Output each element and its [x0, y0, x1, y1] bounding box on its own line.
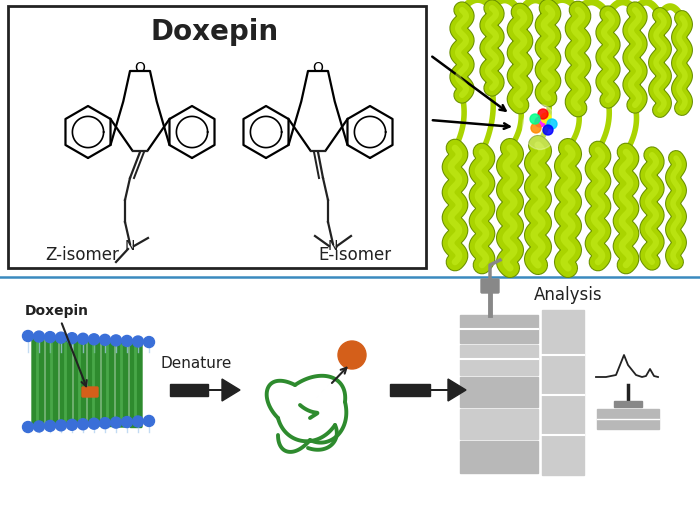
FancyBboxPatch shape [130, 340, 142, 428]
Text: E-isomer: E-isomer [318, 246, 391, 264]
Circle shape [78, 333, 88, 344]
Bar [460, 409, 538, 439]
Circle shape [144, 336, 155, 348]
Circle shape [144, 415, 155, 426]
Circle shape [530, 114, 540, 124]
Circle shape [538, 109, 548, 119]
Circle shape [66, 419, 78, 430]
Text: Doxepin: Doxepin [151, 18, 279, 46]
Text: Analysis: Analysis [533, 286, 602, 304]
Text: N: N [328, 239, 338, 253]
Circle shape [22, 421, 34, 433]
FancyArrow shape [390, 379, 466, 401]
Circle shape [78, 419, 88, 430]
Circle shape [531, 123, 541, 133]
Text: Z-isomer: Z-isomer [45, 246, 119, 264]
Circle shape [122, 417, 132, 428]
Circle shape [99, 334, 111, 346]
FancyBboxPatch shape [46, 337, 58, 424]
FancyBboxPatch shape [8, 6, 426, 268]
Text: Doxepin: Doxepin [25, 304, 89, 386]
FancyArrow shape [170, 384, 208, 396]
Circle shape [122, 335, 132, 347]
FancyBboxPatch shape [32, 337, 44, 424]
Bar [460, 441, 538, 473]
Text: O: O [313, 61, 323, 75]
Circle shape [66, 333, 78, 344]
Circle shape [132, 336, 144, 347]
Circle shape [45, 332, 55, 343]
Circle shape [88, 334, 99, 345]
FancyBboxPatch shape [116, 340, 128, 427]
FancyArrow shape [390, 384, 430, 396]
Circle shape [22, 331, 34, 342]
Circle shape [88, 418, 99, 429]
Bar [460, 345, 538, 375]
Bar [460, 315, 538, 343]
Text: Denature: Denature [160, 356, 232, 372]
FancyBboxPatch shape [481, 279, 499, 293]
Circle shape [34, 331, 45, 342]
Circle shape [535, 117, 545, 127]
Bar [542, 310, 584, 475]
Circle shape [543, 125, 553, 135]
Circle shape [132, 416, 144, 427]
Circle shape [45, 420, 55, 432]
FancyBboxPatch shape [74, 338, 86, 425]
Circle shape [34, 421, 45, 432]
Bar [592, 335, 664, 385]
Bar [597, 409, 659, 429]
Bar [614, 401, 642, 407]
Circle shape [541, 113, 551, 123]
FancyBboxPatch shape [82, 387, 98, 397]
Bar [460, 377, 538, 407]
Circle shape [338, 341, 366, 369]
FancyArrow shape [170, 379, 240, 401]
FancyBboxPatch shape [102, 339, 114, 426]
Text: O: O [134, 61, 146, 75]
Circle shape [99, 418, 111, 429]
Ellipse shape [522, 104, 557, 150]
Circle shape [111, 417, 122, 428]
Text: N: N [125, 239, 135, 253]
Circle shape [55, 332, 66, 343]
FancyBboxPatch shape [88, 339, 100, 426]
Circle shape [111, 335, 122, 346]
Circle shape [547, 119, 557, 129]
Circle shape [55, 420, 66, 431]
FancyBboxPatch shape [60, 338, 72, 425]
